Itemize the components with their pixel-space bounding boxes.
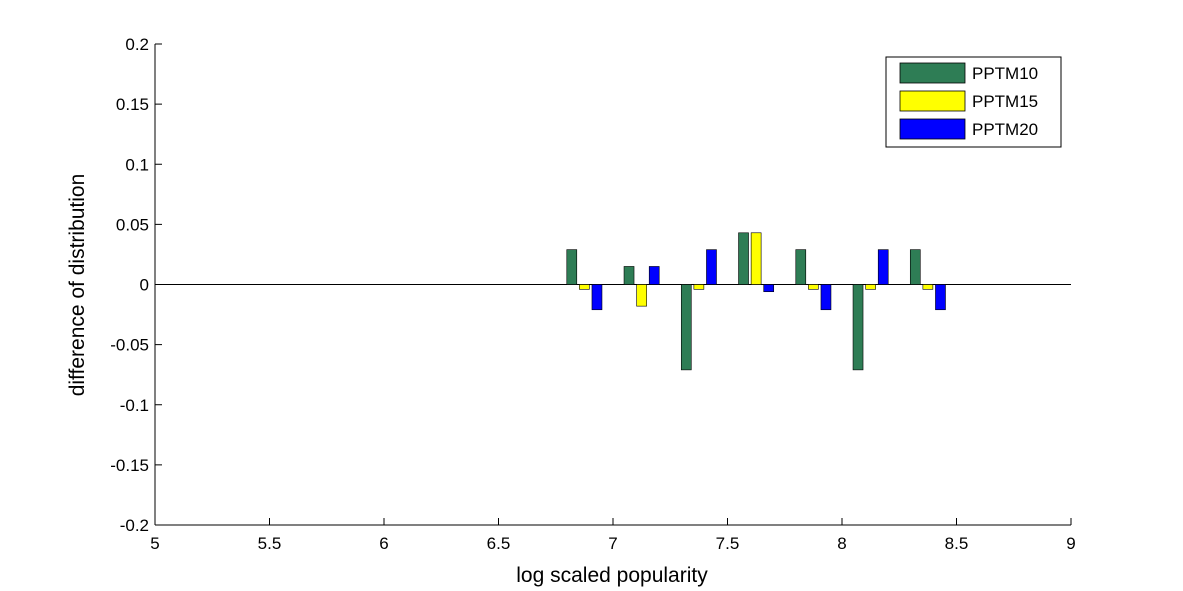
legend: PPTM10 PPTM15 PPTM20 bbox=[885, 56, 1062, 148]
bar-pptm20-0 bbox=[591, 284, 603, 311]
bar-pptm10-0 bbox=[566, 249, 578, 285]
bar-pptm15-4 bbox=[808, 284, 819, 290]
legend-label-pptm10: PPTM10 bbox=[972, 64, 1038, 83]
y-tick-label: 0.05 bbox=[116, 215, 149, 234]
x-tick-label: 5 bbox=[150, 534, 159, 553]
x-tick-label: 5.5 bbox=[258, 534, 282, 553]
y-axis-label: difference of distribution bbox=[66, 174, 89, 397]
legend-label-pptm15: PPTM15 bbox=[972, 92, 1038, 111]
x-tick-label: 6.5 bbox=[487, 534, 511, 553]
bar-pptm10-2 bbox=[680, 284, 692, 371]
y-tick-label: 0 bbox=[140, 276, 149, 295]
ticks: 5 5.5 6 6.5 7 7.5 8 8.5 9 0.2 0.15 0.1 0.05 0 -0.05 -0.… bbox=[110, 35, 1075, 553]
x-tick-label: 8.5 bbox=[945, 534, 969, 553]
bar-pptm15-2 bbox=[693, 284, 705, 290]
bar-pptm15-3 bbox=[750, 232, 762, 285]
y-tick-label: 0.2 bbox=[125, 35, 149, 54]
legend-swatch-pptm10 bbox=[899, 62, 966, 84]
y-tick-label: -0.2 bbox=[120, 516, 149, 535]
y-tick-label: -0.05 bbox=[110, 336, 149, 355]
x-tick-label: 8 bbox=[837, 534, 846, 553]
bar-pptm15-1 bbox=[636, 284, 647, 307]
bar-pptm15-6 bbox=[922, 284, 934, 290]
legend-swatch-pptm20 bbox=[899, 118, 966, 140]
bar-pptm20-2 bbox=[706, 249, 717, 285]
bar-pptm10-5 bbox=[852, 284, 864, 371]
bar-pptm10-4 bbox=[795, 249, 807, 285]
bar-pptm10-1 bbox=[623, 266, 635, 285]
bar-pptm15-5 bbox=[865, 284, 876, 290]
bar-pptm10-6 bbox=[909, 249, 921, 285]
bar-pptm20-4 bbox=[820, 284, 832, 311]
bar-pptm20-1 bbox=[648, 266, 660, 285]
y-tick-label: -0.15 bbox=[110, 456, 149, 475]
legend-swatch-pptm15 bbox=[899, 90, 966, 112]
x-tick-label: 9 bbox=[1066, 534, 1075, 553]
x-tick-label: 7 bbox=[608, 534, 617, 553]
legend-label-pptm20: PPTM20 bbox=[972, 120, 1038, 139]
x-tick-label: 6 bbox=[379, 534, 388, 553]
bar-pptm10-3 bbox=[738, 232, 749, 285]
bar-pptm20-3 bbox=[763, 284, 775, 293]
y-tick-label: 0.1 bbox=[125, 155, 149, 174]
y-tick-label: -0.1 bbox=[120, 396, 149, 415]
x-axis-label: log scaled popularity bbox=[516, 564, 708, 587]
y-tick-label: 0.15 bbox=[116, 95, 149, 114]
bar-pptm15-0 bbox=[579, 284, 590, 290]
bar-pptm20-6 bbox=[935, 284, 946, 311]
bar-pptm20-5 bbox=[877, 249, 889, 285]
x-tick-label: 7.5 bbox=[716, 534, 740, 553]
bars bbox=[566, 232, 946, 371]
